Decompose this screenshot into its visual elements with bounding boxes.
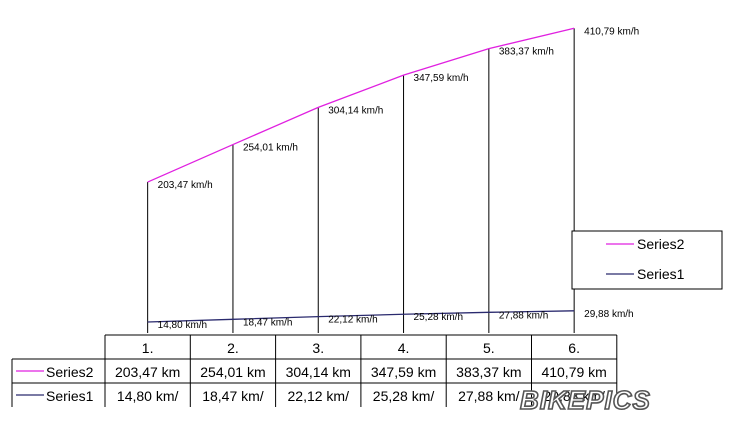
table-cell: 29,88 km/ [543,388,605,404]
data-label: 29,88 km/h [584,309,633,320]
table-cell: 383,37 km [456,364,521,380]
legend: Series2 Series1 [571,230,723,290]
table-cell: 14,80 km/ [117,388,179,404]
data-label: 304,14 km/h [328,105,383,116]
table-series-rows: Series2 203,47 km 254,01 km 304,14 km 347,59… [16,364,607,404]
series-lines [147,27,575,323]
category-label: 6. [568,340,580,356]
legend-entry-series1: Series1 [637,266,685,282]
table-cell: 18,47 km/ [202,388,264,404]
table-cell: 203,47 km [115,364,180,380]
category-label: 4. [398,340,410,356]
watermark-logo: BIKEPICS [520,385,651,415]
category-label: 1. [142,340,154,356]
drop-lines [147,28,575,333]
data-label: 383,37 km/h [499,47,554,58]
data-label: 27,88 km/h [499,310,548,321]
legend-entry-series2: Series2 [637,236,685,252]
data-table: 1. 2. 3. 4. 5. 6. Series2 203,47 km 254,01 km 30… [11,334,618,407]
data-label: 410,79 km/h [584,26,639,37]
category-label: 3. [312,340,324,356]
table-cell: 22,12 km/ [288,388,350,404]
series-line-series1 [147,310,575,323]
table-cell: 27,88 km/ [458,388,520,404]
data-label: 14,80 km/h [158,320,207,331]
table-cell: 347,59 km [371,364,436,380]
table-category-labels: 1. 2. 3. 4. 5. 6. [142,340,580,356]
data-label: 22,12 km/h [328,315,377,326]
table-cell: 304,14 km [286,364,351,380]
table-series-name: Series1 [46,388,94,404]
data-label: 203,47 km/h [158,180,213,191]
data-label: 254,01 km/h [243,143,298,154]
category-label: 5. [483,340,495,356]
data-label: 347,59 km/h [414,73,469,84]
category-label: 2. [227,340,239,356]
table-series-name: Series2 [46,364,94,380]
table-grid [11,334,618,407]
data-label: 18,47 km/h [243,317,292,328]
data-label: 25,28 km/h [414,312,463,323]
series-line-series2 [147,27,575,183]
table-cell: 25,28 km/ [373,388,435,404]
table-cell: 410,79 km [541,364,606,380]
point-labels: 203,47 km/h 254,01 km/h 304,14 km/h 347,59 … [158,26,640,331]
legend-box [571,230,723,290]
table-cell: 254,01 km [200,364,265,380]
